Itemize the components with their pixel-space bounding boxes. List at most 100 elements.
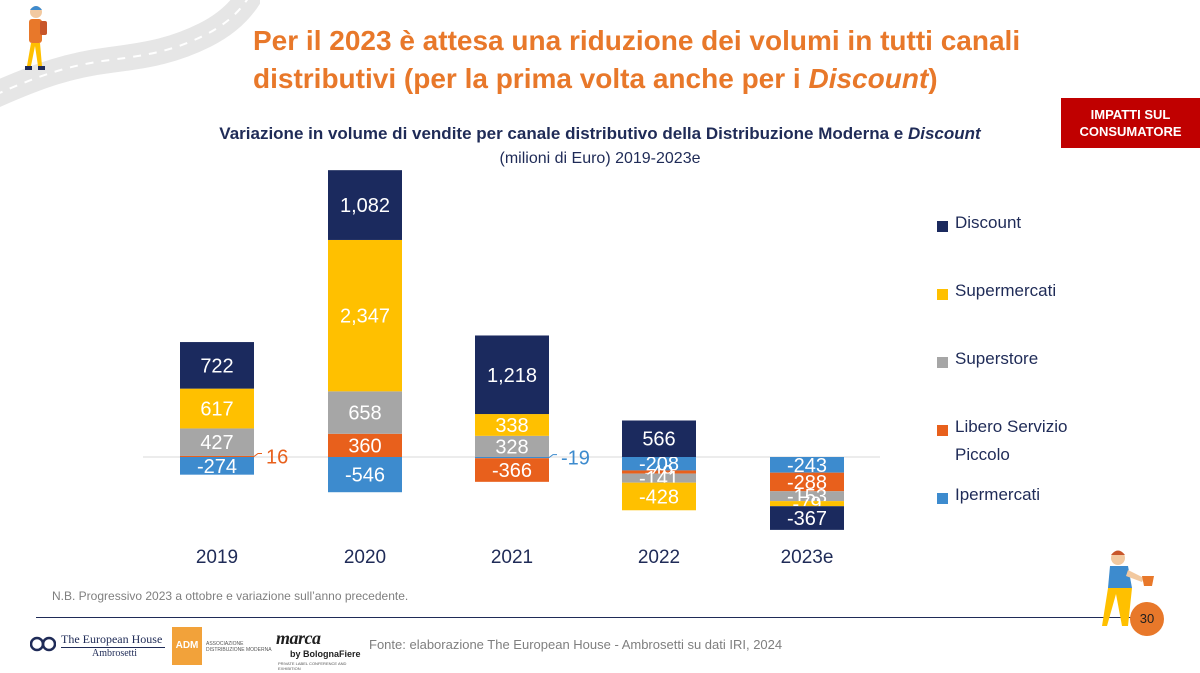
bar-supermercati-2019 [180, 388, 254, 429]
slide-title-line2-end: ) [928, 63, 938, 94]
data-label-superstore-2021: 328 [495, 436, 528, 458]
legend-item-discount: Discount [937, 213, 1145, 237]
marca-logo-by: by BolognaFiere [290, 649, 361, 659]
data-label-ipermercati-2021: -19 [561, 448, 590, 470]
bar-ipermercati-2020 [328, 457, 402, 493]
legend-swatch-supermercati [937, 289, 948, 300]
x-tick-label-2021: 2021 [491, 547, 533, 568]
page-number-badge: 30 [1130, 602, 1164, 636]
bar-superstore-2022 [622, 473, 696, 483]
legend-label-libero-servizio-piccolo: Libero Servizio Piccolo [955, 417, 1068, 464]
data-label-supermercati-2020: 2,347 [340, 306, 390, 328]
data-label-ipermercati-2020: -546 [345, 465, 385, 487]
teh-ambrosetti-logo: The European House Ambrosetti [30, 630, 170, 660]
x-tick-label-2019: 2019 [196, 547, 238, 568]
bar-superstore-2019 [180, 428, 254, 456]
source-note: Fonte: elaborazione The European House -… [369, 637, 783, 652]
legend-item-libero-servizio-piccolo: Libero Servizio Piccolo [937, 417, 1095, 469]
legend-swatch-discount [937, 221, 948, 232]
adm-logo-text: ASSOCIAZIONE DISTRIBUZIONE MODERNA [206, 641, 272, 653]
data-label-libero-servizio-piccolo-2020: 360 [348, 435, 381, 457]
bar-supermercati-2021 [475, 414, 549, 436]
bar-discount-2022 [622, 420, 696, 457]
data-label-libero-servizio-piccolo-2019: 16 [266, 446, 288, 468]
bar-discount-2023e [770, 506, 844, 530]
legend-item-superstore: Superstore [937, 349, 1145, 373]
legend-label-ipermercati: Ipermercati [955, 485, 1041, 504]
leader-line-libero-servizio-piccolo-2019 [253, 452, 262, 457]
impact-badge: IMPATTI SUL CONSUMATORE [1061, 98, 1200, 148]
legend-swatch-ipermercati [937, 493, 948, 504]
teh-logo-line2: Ambrosetti [92, 648, 137, 659]
bar-libero-servizio-piccolo-2023e [770, 472, 844, 492]
data-label-discount-2020: 1,082 [340, 195, 390, 217]
chart-title-text: Variazione in volume di vendite per cana… [219, 124, 908, 143]
data-label-supermercati-2022: -428 [639, 486, 679, 508]
legend-swatch-libero-servizio-piccolo [937, 425, 948, 436]
leader-line-ipermercati-2021 [548, 454, 557, 459]
bar-libero-servizio-piccolo-2020 [328, 433, 402, 457]
data-label-superstore-2019: 427 [200, 432, 233, 454]
data-label-libero-servizio-piccolo-2023e: -288 [787, 472, 827, 494]
bar-libero-servizio-piccolo-2019 [180, 455, 254, 457]
bar-libero-servizio-piccolo-2022 [622, 470, 696, 474]
chart-title: Variazione in volume di vendite per cana… [140, 124, 1060, 144]
road-illustration [0, 0, 260, 107]
data-label-libero-servizio-piccolo-2021: -366 [492, 460, 532, 482]
bar-supermercati-2022 [622, 482, 696, 511]
adm-logo-box: ADM [172, 627, 202, 665]
impact-badge-line2: CONSUMATORE [1079, 124, 1182, 139]
marca-logo-tagline: PRIVATE LABEL CONFERENCE AND EXHIBITION [278, 661, 347, 671]
impact-badge-line1: IMPATTI SUL [1090, 107, 1171, 122]
legend-label-superstore: Superstore [955, 349, 1039, 368]
bar-ipermercati-2022 [622, 457, 696, 471]
legend-label-supermercati: Supermercati [955, 281, 1057, 300]
data-label-superstore-2020: 658 [348, 403, 381, 425]
bar-superstore-2020 [328, 391, 402, 434]
teh-logo-divider [61, 647, 165, 648]
slide-title-discount: Discount [808, 63, 929, 94]
data-label-discount-2023e: -367 [787, 508, 827, 530]
bar-superstore-2023e [770, 491, 844, 502]
x-tick-label-2023e: 2023e [781, 547, 834, 568]
stacked-bar-chart: -274 16 427 617 722 2019 -546 360 658 2,347 1,082 2… [143, 170, 880, 568]
marca-logo-word: marca [276, 628, 321, 648]
data-label-discount-2021: 1,218 [487, 365, 537, 387]
x-tick-label-2020: 2020 [344, 547, 386, 568]
legend-item-supermercati: Supermercati [937, 281, 1145, 305]
walking-person-icon [25, 6, 47, 70]
data-label-discount-2022: 566 [642, 429, 675, 451]
footer-divider [36, 617, 1146, 618]
bar-supermercati-2020 [328, 239, 402, 392]
bar-discount-2020 [328, 170, 402, 240]
bar-libero-servizio-piccolo-2021 [475, 458, 549, 482]
data-label-ipermercati-2022: -208 [639, 454, 679, 476]
slide-title-line1: Per il 2023 è attesa una riduzione dei v… [253, 25, 1021, 56]
bar-discount-2019 [180, 342, 254, 389]
legend-swatch-superstore [937, 357, 948, 368]
teh-logo-line1: The European House [61, 632, 163, 646]
slide-title-line2-text: distributivi (per la prima volta anche p… [253, 63, 809, 94]
legend-item-ipermercati: Ipermercati [937, 485, 1145, 509]
data-label-discount-2019: 722 [200, 355, 233, 377]
data-label-ipermercati-2019: -274 [197, 456, 237, 478]
chart-subtitle: (milioni di Euro) 2019-2023e [499, 150, 701, 167]
data-label-supermercati-2019: 617 [200, 399, 233, 421]
marca-logo: marca by BolognaFiere PRIVATE LABEL CONF… [276, 628, 366, 671]
adm-logo: ADM ASSOCIAZIONE DISTRIBUZIONE MODERNA [172, 627, 272, 665]
bar-ipermercati-2021 [475, 457, 549, 459]
footnote: N.B. Progressivo 2023 a ottobre e variaz… [52, 589, 409, 603]
slide-title: Per il 2023 è attesa una riduzione dei v… [253, 22, 1133, 98]
bar-discount-2021 [475, 335, 549, 415]
bar-ipermercati-2023e [770, 457, 844, 473]
slide-title-line2: distributivi (per la prima volta anche p… [253, 60, 1133, 98]
bar-superstore-2021 [475, 435, 549, 457]
bar-ipermercati-2019 [180, 457, 254, 475]
x-tick-label-2022: 2022 [638, 547, 680, 568]
data-label-supermercati-2021: 338 [495, 415, 528, 437]
data-label-ipermercati-2023e: -243 [787, 455, 827, 477]
teh-logo-mark-icon [30, 636, 56, 652]
legend-label-discount: Discount [955, 213, 1022, 232]
bar-supermercati-2023e [770, 501, 844, 507]
chart-title-discount: Discount [907, 124, 981, 143]
